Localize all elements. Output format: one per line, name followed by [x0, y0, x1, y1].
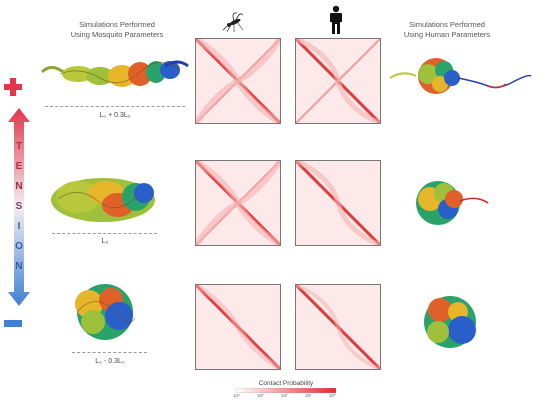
- contact-matrix-human-relaxed: [295, 160, 381, 246]
- length-bar: [45, 106, 185, 107]
- mosquito-icon: [222, 12, 244, 33]
- length-label-stretched: L₀ + 0.3L₀: [99, 112, 131, 119]
- contact-matrix-mosquito-relaxed: [195, 160, 281, 246]
- colorbar-tick: 10¹: [305, 393, 312, 398]
- length-label-relaxed: L₀: [101, 238, 109, 245]
- chromosome-structure-human-compressed: [424, 296, 476, 348]
- contact-matrix-mosquito-stretched: [195, 38, 281, 124]
- tension-letter: I: [17, 221, 21, 232]
- colorbar-title: Contact Probability: [258, 380, 314, 387]
- length-bar: [52, 233, 157, 234]
- tension-arrow: [8, 108, 30, 306]
- chromosome-structure-mosquito-compressed: [75, 284, 136, 340]
- colorbar: [236, 388, 336, 393]
- chromosome-structure-mosquito-relaxed: [51, 178, 155, 222]
- plus-icon: [4, 78, 22, 96]
- minus-icon: [4, 320, 22, 327]
- colorbar-tick: 10⁰: [329, 393, 336, 398]
- colorbar-tick: 10³: [257, 393, 264, 398]
- chromosome-structure-human-stretched: [389, 58, 532, 94]
- tension-letter: O: [15, 241, 23, 252]
- colorbar-tick: 10²: [281, 393, 288, 398]
- tension-letter: N: [15, 181, 23, 192]
- tension-letter: T: [15, 141, 23, 152]
- tension-letter: S: [15, 201, 23, 212]
- right-column-title: Simulations Performed Using Human Parame…: [403, 20, 491, 39]
- left-column-title: Simulations Performed Using Mosquito Par…: [70, 20, 164, 39]
- tension-letter: E: [15, 161, 23, 172]
- human-figure-icon: [330, 5, 342, 34]
- tension-letter: N: [15, 261, 23, 272]
- length-label-compressed: L₀ - 0.3L₀: [95, 358, 125, 365]
- contact-matrix-human-compressed: [295, 284, 381, 370]
- colorbar-tick: 10⁴: [233, 393, 240, 398]
- contact-matrix-human-stretched: [295, 38, 381, 124]
- contact-matrix-mosquito-compressed: [195, 284, 281, 370]
- chromosome-structure-human-relaxed: [416, 181, 489, 225]
- chromosome-structure-mosquito-stretched: [40, 60, 189, 87]
- length-bar: [72, 352, 147, 353]
